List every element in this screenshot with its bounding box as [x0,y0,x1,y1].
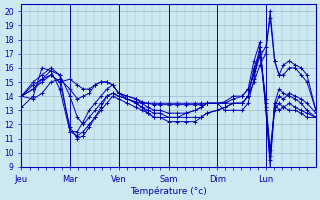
X-axis label: Température (°c): Température (°c) [130,186,207,196]
